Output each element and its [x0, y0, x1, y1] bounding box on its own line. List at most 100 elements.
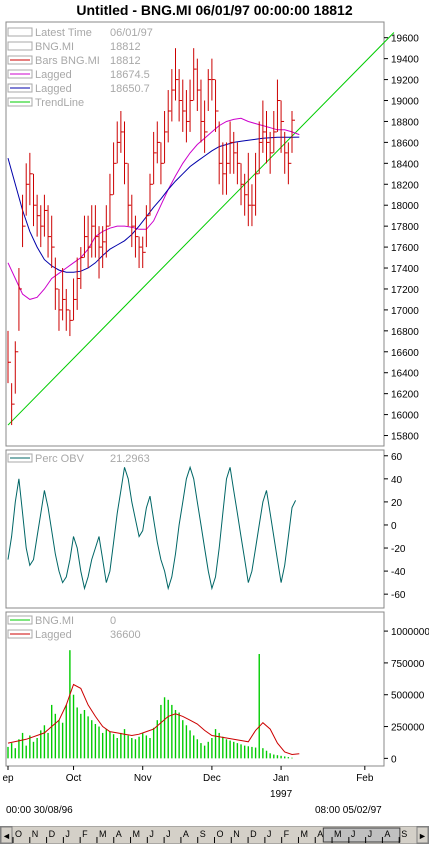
vol-y-tick-label-2: 500000 [391, 691, 425, 702]
price-bar-59 [222, 142, 226, 195]
price-legend-label-5: TrendLine [35, 97, 84, 109]
price-bar-69 [258, 121, 263, 174]
price-bar-22 [87, 215, 92, 269]
price-legend-value-3: 18674.5 [110, 69, 150, 81]
scroll-month-label-16: F [284, 829, 290, 839]
scroll-month-label-11: S [200, 829, 206, 839]
vol-legend-label-1: Lagged [35, 629, 72, 641]
price-y-tick-label-5: 16800 [391, 327, 419, 338]
price-legend-value-4: 18650.7 [110, 83, 150, 95]
scroll-month-label-23: S [401, 829, 407, 839]
obv-panel: 60 40 20 0 -20 -40 -60 Perc OBV 21.2963 [5, 449, 406, 609]
price-y-tick-label-19: 19600 [391, 34, 419, 45]
price-bar-17 [69, 309, 73, 337]
price-y-tick-label-18: 19400 [391, 55, 419, 66]
price-bar-47 [178, 69, 183, 122]
price-bar-53 [200, 79, 204, 143]
scroll-month-label-22: A [384, 829, 390, 839]
right-arrow-icon: ► [418, 831, 427, 841]
scroll-month-label-3: J [65, 829, 70, 839]
price-y-tick-label-16: 19000 [391, 97, 419, 108]
obv-y-tick-label-6: -60 [391, 590, 406, 601]
price-bar-8 [36, 194, 41, 237]
scroll-month-label-6: A [116, 829, 122, 839]
price-bar-36 [138, 236, 143, 269]
price-bar-16 [65, 288, 70, 331]
scroll-month-label-12: O [217, 829, 224, 839]
scroll-right-button[interactable]: ► [416, 826, 429, 844]
price-legend-value-1: 18812 [110, 41, 141, 53]
price-legend-label-4: Lagged [35, 83, 72, 95]
price-y-tick-label-1: 16000 [391, 411, 419, 422]
volume-plot-frame [5, 611, 385, 767]
date-tick-label-1: Oct [66, 773, 82, 784]
price-bar-19 [76, 257, 81, 310]
price-bar-78 [291, 110, 295, 153]
trendline [7, 32, 395, 426]
price-bar-74 [276, 79, 281, 132]
price-bar-41 [156, 121, 161, 164]
price-legend-box-1 [7, 41, 33, 51]
obv-legend-label-0: Perc OBV [35, 453, 85, 465]
price-bar-20 [80, 247, 84, 289]
price-bar-49 [185, 90, 190, 143]
scroll-thumb[interactable] [322, 827, 401, 843]
price-legend-label-3: Lagged [35, 69, 72, 81]
price-bar-44 [167, 90, 172, 143]
obv-line [7, 465, 297, 591]
price-legend-label-2: Bars BNG.MI [35, 55, 100, 67]
price-bar-28 [109, 173, 113, 227]
price-bar-70 [262, 100, 266, 153]
price-bar-64 [240, 163, 245, 206]
scroll-month-label-5: M [99, 829, 107, 839]
price-y-tick-label-8: 17400 [391, 264, 419, 275]
price-bar-66 [247, 152, 252, 227]
price-bar-15 [62, 268, 66, 321]
footer-start-time: 00:00 30/08/96 [6, 805, 73, 816]
scroll-month-label-21: J [368, 829, 373, 839]
scroll-left-button[interactable]: ◄ [0, 826, 13, 844]
volume-panel: 0 250000 500000 750000 1000000 BNG.MI 0 Lagged 3… [5, 611, 429, 767]
scroll-month-label-1: N [32, 829, 38, 839]
price-bar-58 [218, 121, 223, 185]
footer-end-time: 08:00 05/02/97 [315, 805, 382, 816]
price-panel: 15800 16000 16200 16400 16600 16800 17000 17200… [5, 21, 419, 447]
price-bar-12 [51, 215, 55, 269]
price-bar-54 [204, 100, 208, 153]
price-bar-21 [83, 215, 88, 258]
time-scrollbar[interactable]: ◄ ►O N D J F M A M J J A S O N D J F M A M J J A S [0, 826, 429, 844]
obv-y-tick-label-3: 0 [391, 521, 397, 532]
price-bar-7 [32, 173, 37, 227]
price-bar-18 [73, 278, 77, 321]
price-bar-35 [134, 215, 139, 258]
price-bar-37 [142, 236, 146, 269]
date-axis: ep Oct Nov Dec Jan Feb 1997 [2, 766, 374, 800]
scroll-month-label-13: N [233, 829, 240, 839]
date-tick-label-0: ep [2, 773, 14, 784]
vol-y-tick-label-0: 0 [391, 754, 397, 765]
price-bar-0 [7, 330, 11, 384]
volume-lagged-line [7, 683, 300, 756]
price-legend-label-0: Latest Time [35, 27, 92, 39]
vol-y-tick-label-3: 750000 [391, 659, 425, 670]
price-bar-14 [58, 288, 62, 331]
price-bar-42 [160, 142, 164, 185]
price-bar-52 [196, 58, 201, 111]
scroll-month-label-20: J [351, 829, 356, 839]
price-bar-4 [22, 194, 26, 248]
price-bar-65 [244, 173, 248, 216]
price-bar-38 [145, 205, 150, 248]
price-bar-51 [193, 48, 197, 101]
price-bar-6 [29, 152, 33, 206]
obv-y-tick-label-2: 20 [391, 498, 403, 509]
price-bar-30 [116, 121, 121, 164]
price-legend-value-0: 06/01/97 [110, 27, 153, 39]
price-bar-76 [284, 131, 288, 174]
vol-legend-value-1: 36600 [110, 629, 141, 641]
scroll-month-label-17: M [300, 829, 308, 839]
price-bar-13 [54, 257, 59, 310]
price-y-tick-label-2: 16200 [391, 390, 419, 401]
price-bar-61 [229, 121, 234, 174]
price-bar-33 [127, 163, 132, 227]
price-bar-10 [43, 194, 48, 237]
